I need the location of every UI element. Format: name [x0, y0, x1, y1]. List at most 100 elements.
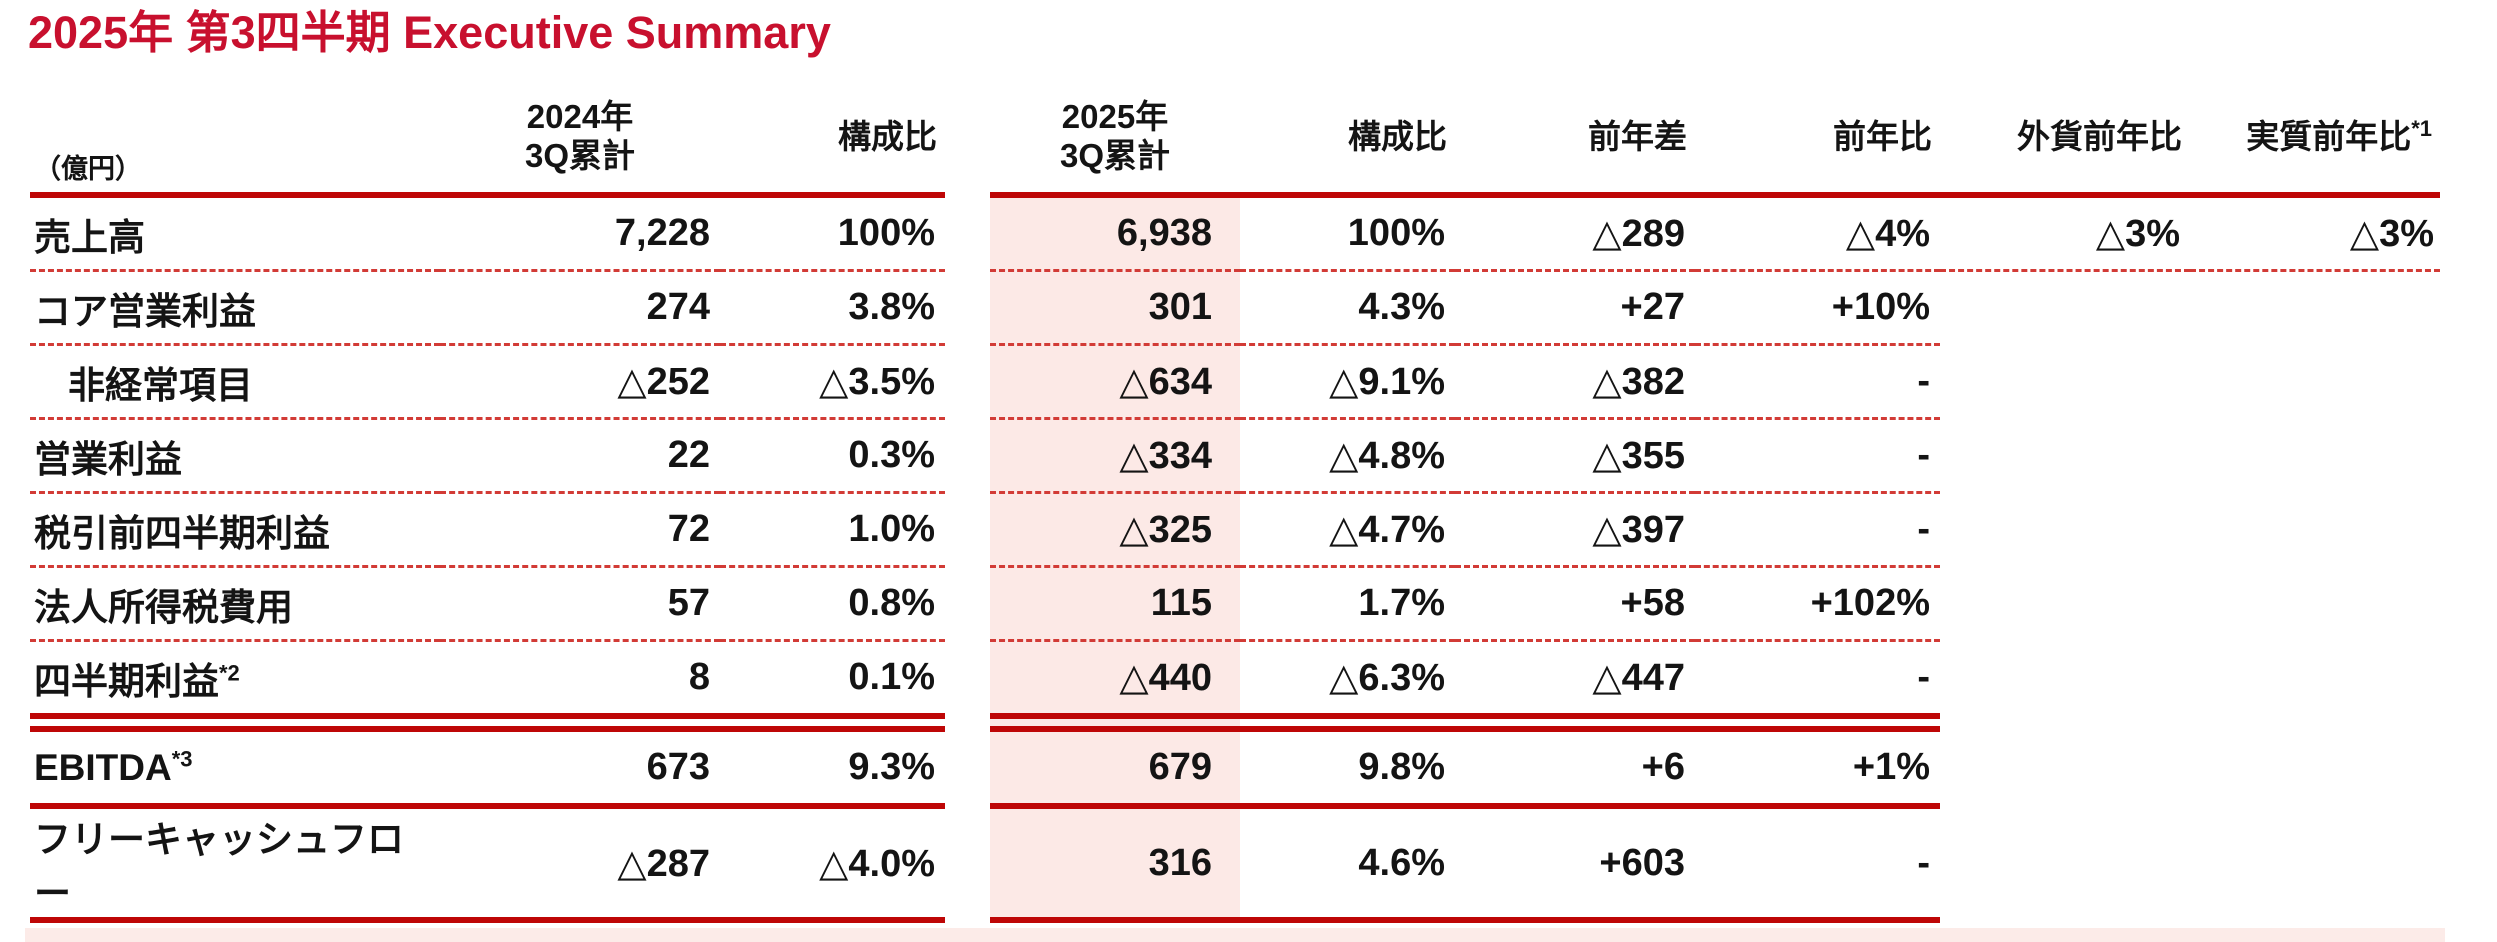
cell-fx-yoy [1940, 493, 2190, 567]
cell-2025-ratio: 9.8% [1240, 722, 1455, 809]
cell-2025-value: 679 [990, 722, 1240, 809]
table-row-core-operating-profit: コア営業利益 274 3.8% 301 4.3% +27 +10% [30, 270, 2440, 346]
cell-2025-ratio: △9.1% [1240, 344, 1455, 420]
cell-yoy-pct: - [1695, 492, 1940, 568]
cell-fx-yoy [1940, 723, 2190, 807]
cell-2024-value: △252 [440, 344, 720, 420]
row-label: 売上高 [30, 195, 440, 272]
cell-fx-yoy [1940, 641, 2190, 723]
table-row-free-cash-flow: フリーキャッシュフロー △287 △4.0% 316 4.6% +603 - [30, 806, 2440, 923]
cell-2025-ratio: 4.3% [1240, 270, 1455, 346]
cell-real-yoy [2190, 723, 2440, 807]
cell-2025-value: 316 [990, 806, 1240, 923]
cell-2025-ratio: 4.6% [1240, 806, 1455, 923]
cell-real-yoy: △3% [2190, 195, 2440, 272]
column-gap [945, 723, 990, 807]
cell-yoy-pct: - [1695, 806, 1940, 923]
cell-yoy-diff: △355 [1455, 418, 1695, 494]
column-gap [945, 419, 990, 493]
header-ratio-2024: 構成比 [720, 82, 945, 198]
cell-2024-ratio: 3.8% [720, 270, 945, 346]
table-row-income-tax-expense: 法人所得税費用 57 0.8% 115 1.7% +58 +102% [30, 566, 2440, 642]
row-label: フリーキャッシュフロー [30, 806, 440, 923]
header-2024-line1: 2024年 [526, 98, 634, 136]
cell-yoy-diff: +58 [1455, 566, 1695, 642]
cell-yoy-diff: +27 [1455, 270, 1695, 346]
cell-2025-ratio: △4.7% [1240, 492, 1455, 568]
cell-2024-value: 673 [440, 722, 720, 809]
cell-yoy-pct: +1% [1695, 722, 1940, 809]
row-label-sup: *2 [219, 660, 240, 686]
table-row-non-recurring-items: 非経常項目 △252 △3.5% △634 △9.1% △382 - [30, 344, 2440, 420]
cell-yoy-pct: △4% [1695, 195, 1940, 272]
cell-2024-ratio: △4.0% [720, 806, 945, 923]
header-real-yoy-footnote: *1 [2411, 115, 2432, 141]
row-label-text: フリーキャッシュフロー [34, 819, 404, 914]
header-2024-3q: 2024年 3Q累計 [440, 82, 720, 198]
cell-2025-value: △634 [990, 344, 1240, 420]
cell-2024-ratio: △3.5% [720, 344, 945, 420]
cell-yoy-pct: - [1695, 344, 1940, 420]
row-label: EBITDA*3 [30, 722, 440, 809]
cell-2024-value: △287 [440, 806, 720, 923]
cell-real-yoy [2190, 806, 2440, 920]
row-label-text: EBITDA [34, 746, 172, 788]
header-2024-line2: 3Q累計 [524, 137, 636, 174]
table-row-profit-before-tax: 税引前四半期利益 72 1.0% △325 △4.7% △397 - [30, 492, 2440, 568]
cell-2024-ratio: 0.3% [720, 418, 945, 494]
cell-real-yoy [2190, 641, 2440, 723]
cell-yoy-diff: △289 [1455, 195, 1695, 272]
cell-fx-yoy [1940, 345, 2190, 419]
executive-summary-table: （億円） 2024年 3Q累計 構成比 2025年 3Q累計 構成比 前年差 前… [30, 82, 2440, 923]
cell-2024-ratio: 100% [720, 195, 945, 272]
row-label: 税引前四半期利益 [30, 492, 440, 568]
cell-yoy-diff: +603 [1455, 806, 1695, 923]
row-label-text: 法人所得税費用 [34, 586, 293, 628]
header-real-yoy-text: 実質前年比 [2246, 117, 2412, 155]
cell-yoy-diff: △382 [1455, 344, 1695, 420]
row-label: コア営業利益 [30, 270, 440, 346]
column-gap [945, 345, 990, 419]
cell-real-yoy [2190, 567, 2440, 641]
row-label: 法人所得税費用 [30, 566, 440, 642]
cell-fx-yoy [1940, 271, 2190, 345]
column-gap [945, 82, 990, 195]
cell-2025-value: 115 [990, 566, 1240, 642]
cell-2024-value: 72 [440, 492, 720, 568]
next-section-band [25, 928, 2445, 942]
row-label-text: 営業利益 [34, 438, 182, 480]
cell-2025-value: 301 [990, 270, 1240, 346]
header-2025-3q: 2025年 3Q累計 [990, 82, 1240, 198]
cell-yoy-diff: +6 [1455, 722, 1695, 809]
row-label-text: 非経常項目 [68, 364, 253, 406]
column-gap [945, 271, 990, 345]
header-real-yoy: 実質前年比*1 [2190, 82, 2440, 198]
cell-2025-value: △325 [990, 492, 1240, 568]
header-yoy-pct: 前年比 [1695, 82, 1940, 198]
cell-yoy-pct: +102% [1695, 566, 1940, 642]
header-2025-line1: 2025年 [1061, 98, 1169, 136]
cell-yoy-pct: - [1695, 418, 1940, 494]
column-gap [945, 195, 990, 271]
table-header-row: （億円） 2024年 3Q累計 構成比 2025年 3Q累計 構成比 前年差 前… [30, 82, 2440, 198]
cell-2024-value: 274 [440, 270, 720, 346]
cell-real-yoy [2190, 345, 2440, 419]
cell-2024-ratio: 9.3% [720, 722, 945, 809]
table-row-quarterly-profit: 四半期利益*2 8 0.1% △440 △6.3% △447 - [30, 640, 2440, 732]
header-2025-line2: 3Q累計 [1059, 137, 1171, 174]
cell-2024-value: 8 [440, 640, 720, 732]
cell-2025-value: △440 [990, 640, 1240, 732]
table-row-operating-profit: 営業利益 22 0.3% △334 △4.8% △355 - [30, 418, 2440, 494]
cell-yoy-pct: +10% [1695, 270, 1940, 346]
column-gap [945, 641, 990, 723]
row-label-text: コア営業利益 [34, 290, 256, 332]
cell-fx-yoy [1940, 419, 2190, 493]
table-row-revenue: 売上高 7,228 100% 6,938 100% △289 △4% △3% △… [30, 195, 2440, 272]
cell-2024-value: 57 [440, 566, 720, 642]
row-label-text: 売上高 [34, 216, 145, 258]
cell-yoy-diff: △397 [1455, 492, 1695, 568]
column-gap [945, 567, 990, 641]
cell-2025-ratio: 100% [1240, 195, 1455, 272]
cell-fx-yoy [1940, 806, 2190, 920]
unit-label: （億円） [30, 82, 440, 198]
